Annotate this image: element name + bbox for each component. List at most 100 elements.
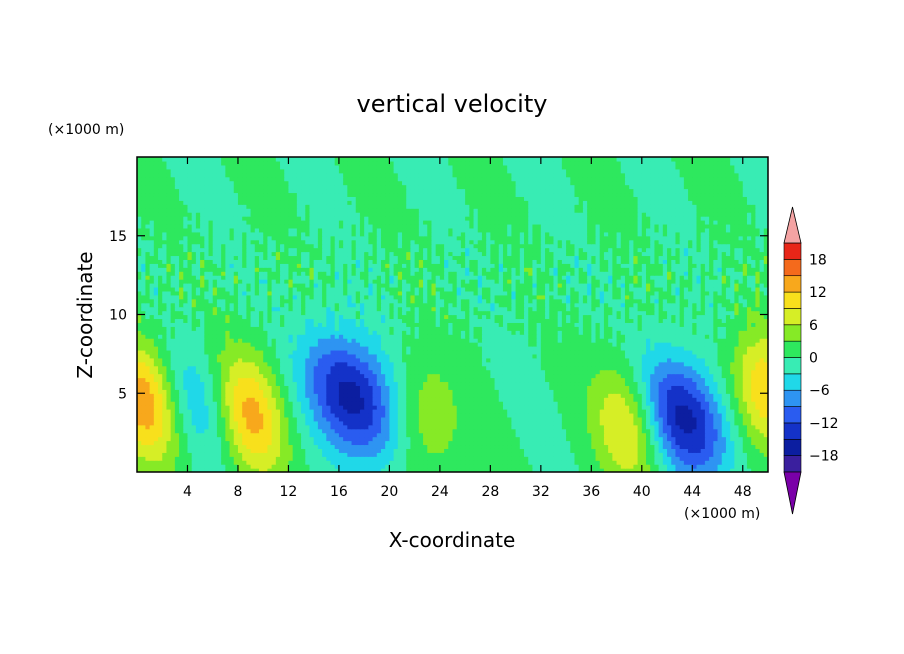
field-cell [153,397,159,402]
field-cell [444,349,449,355]
field-cell [595,377,601,383]
field-cell [397,452,403,457]
field-cell [637,452,643,457]
field-cell [149,468,155,472]
field-cell [254,448,260,453]
field-cell [334,349,340,355]
field-cell [566,448,571,453]
field-cell [721,452,727,457]
field-cell [507,369,512,375]
field-cell [486,428,491,434]
field-cell [717,373,723,379]
field-cell [494,397,500,402]
field-cell [469,405,475,410]
field-cell [536,346,542,351]
field-cell [174,452,180,457]
field-cell [334,361,340,367]
field-cell [654,416,660,422]
field-cell [296,346,302,351]
field-cell [288,385,294,390]
field-cell [284,409,290,414]
field-cell [570,401,576,406]
field-cell [700,436,706,442]
field-cell [713,424,719,430]
field-cell [536,456,542,461]
field-cell [305,377,311,383]
field-cell [204,456,210,461]
field-cell [477,412,483,418]
field-cell [763,440,768,446]
field-cell [237,416,243,422]
field-cell [725,377,731,383]
field-cell [212,432,218,438]
field-cell [557,420,563,426]
field-cell [460,349,466,355]
field-cell [595,361,601,367]
field-cell [725,365,731,371]
field-cell [389,377,395,383]
field-cell [158,401,163,406]
field-cell [730,456,735,461]
field-cell [683,393,689,398]
field-cell [524,353,529,359]
field-cell [704,349,710,355]
field-cell [246,381,252,386]
field-cell [498,369,504,375]
field-cell [347,393,353,398]
field-cell [380,448,386,453]
field-cell [145,381,151,386]
field-cell [158,357,163,363]
field-cell [179,412,184,418]
field-cell [725,412,731,418]
field-cell [221,338,226,343]
field-cell [204,342,210,347]
field-cell [717,381,723,386]
field-cell [389,440,395,446]
field-cell [620,377,626,383]
field-cell [137,444,142,449]
field-cell [296,424,302,430]
field-cell [216,452,222,457]
field-cell [620,373,626,379]
field-cell [376,464,382,469]
field-cell [305,353,311,359]
field-cell [179,377,184,383]
field-cell [511,342,517,347]
field-cell [511,346,517,351]
field-cell [704,393,710,398]
field-cell [734,377,740,383]
field-cell [519,436,525,442]
field-cell [553,448,559,453]
field-cell [498,346,504,351]
field-cell [746,452,752,457]
field-cell [460,436,466,442]
field-cell [545,456,550,461]
field-cell [305,369,311,375]
field-cell [721,381,727,386]
field-cell [317,361,323,367]
field-cell [612,346,618,351]
field-cell [212,353,218,359]
field-cell [225,412,231,418]
field-cell [494,432,500,438]
field-cell [616,346,622,351]
field-cell [334,416,340,422]
field-cell [746,381,752,386]
field-cell [490,409,496,414]
field-cell [179,436,184,442]
field-cell [570,353,576,359]
field-cell [158,361,163,367]
field-cell [528,456,534,461]
field-cell [616,397,622,402]
field-cell [195,353,201,359]
field-cell [755,381,761,386]
field-cell [473,464,479,469]
field-cell [490,346,496,351]
field-cell [456,342,462,347]
field-cell [709,342,714,347]
field-cell [372,353,378,359]
field-cell [658,409,664,414]
field-cell [208,436,214,442]
field-cell [166,393,172,398]
field-cell [704,361,710,367]
